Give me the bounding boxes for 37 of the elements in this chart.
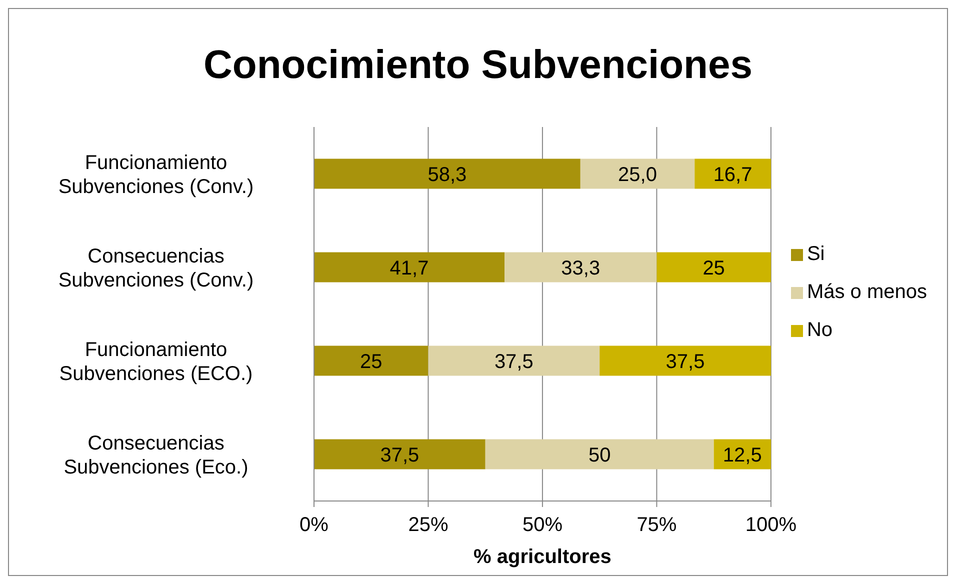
data-label: 37,5	[666, 350, 705, 373]
bar	[314, 439, 486, 470]
bar	[485, 439, 714, 470]
chart-title: Conocimiento Subvenciones	[202, 43, 754, 88]
bar	[694, 158, 771, 189]
data-label: 41,7	[390, 257, 429, 280]
bar	[580, 158, 695, 189]
legend-label: No	[806, 319, 833, 341]
bar	[600, 346, 771, 376]
bar	[314, 346, 428, 376]
bar	[314, 252, 505, 282]
data-label: 12,5	[722, 444, 762, 466]
data-label: 37,5	[380, 444, 420, 466]
data-label: 58,3	[428, 164, 467, 186]
data-label: 50	[588, 444, 611, 466]
y-tick-label: Funcionamiento Subvenciones (ECO.)	[59, 338, 253, 385]
data-label: 37,5	[494, 350, 534, 373]
data-label: 25	[702, 257, 725, 280]
x-tick-label: 0%	[300, 514, 329, 536]
legend-label: Si	[806, 243, 825, 265]
bar	[656, 252, 771, 282]
bar	[504, 252, 657, 282]
bar	[428, 346, 600, 376]
data-label: 25	[360, 350, 382, 373]
y-tick-label: Consecuencias Subvenciones (Conv.)	[58, 245, 254, 292]
bar	[314, 158, 580, 189]
data-label: 33,3	[561, 257, 600, 280]
data-label: 25,0	[618, 164, 657, 186]
x-axis-title: % agricultores	[474, 546, 612, 568]
x-tick-label: 75%	[636, 514, 677, 536]
legend-label: Más o menos	[806, 281, 927, 303]
y-tick-label: Funcionamiento Subvenciones (Conv.)	[58, 152, 254, 198]
x-tick-label: 100%	[745, 514, 797, 536]
data-label: 16,7	[713, 164, 752, 186]
x-tick-label: 25%	[408, 514, 448, 536]
y-tick-label: Consecuencias Subvenciones (Eco.)	[64, 432, 248, 478]
x-tick-label: 50%	[522, 514, 563, 536]
